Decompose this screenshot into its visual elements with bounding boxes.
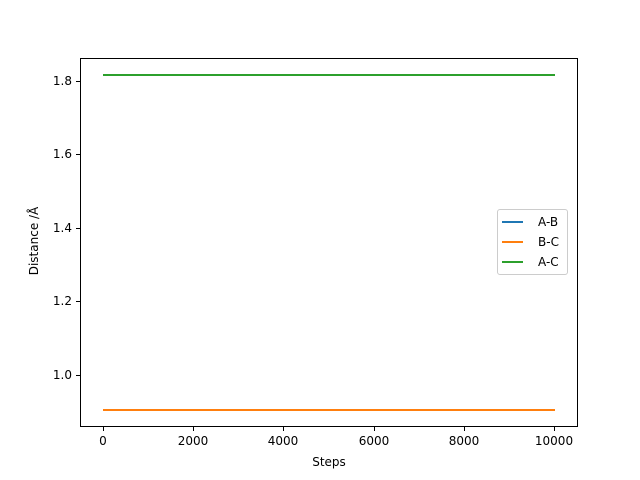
series-line-a-c [103,74,555,76]
x-tick-mark [283,427,284,431]
legend-item-a-c: A-C [502,252,567,272]
x-tick-mark [554,427,555,431]
plot-area [80,58,578,427]
y-tick-mark [76,301,80,302]
legend-line-icon [502,241,523,243]
y-tick-mark [76,228,80,229]
series-line-b-c [103,409,555,411]
y-tick-mark [76,81,80,82]
legend-item-a-b: A-B [502,212,567,232]
y-tick-label: 1.4 [52,221,72,235]
x-tick-label: 8000 [448,434,480,448]
x-tick-mark [103,427,104,431]
y-tick-label: 1.0 [52,368,72,382]
x-tick-mark [193,427,194,431]
x-tick-label: 4000 [267,434,299,448]
y-tick-label: 1.2 [52,294,72,308]
legend-label: A-B [538,215,559,229]
legend-label: B-C [538,235,559,249]
x-tick-label: 2000 [177,434,209,448]
x-tick-mark [464,427,465,431]
legend: A-B B-C A-C [497,209,568,275]
x-tick-mark [374,427,375,431]
legend-label: A-C [538,255,559,269]
legend-item-b-c: B-C [502,232,567,252]
y-tick-label: 1.8 [52,74,72,88]
x-tick-label: 6000 [358,434,390,448]
y-tick-label: 1.6 [52,147,72,161]
y-tick-mark [76,154,80,155]
y-tick-mark [76,375,80,376]
x-axis-label: Steps [312,455,346,469]
legend-line-icon [502,221,523,223]
legend-line-icon [502,261,523,263]
x-tick-label: 10000 [534,434,574,448]
y-axis-label: Distance /Å [27,206,41,276]
x-tick-label: 0 [99,434,107,448]
